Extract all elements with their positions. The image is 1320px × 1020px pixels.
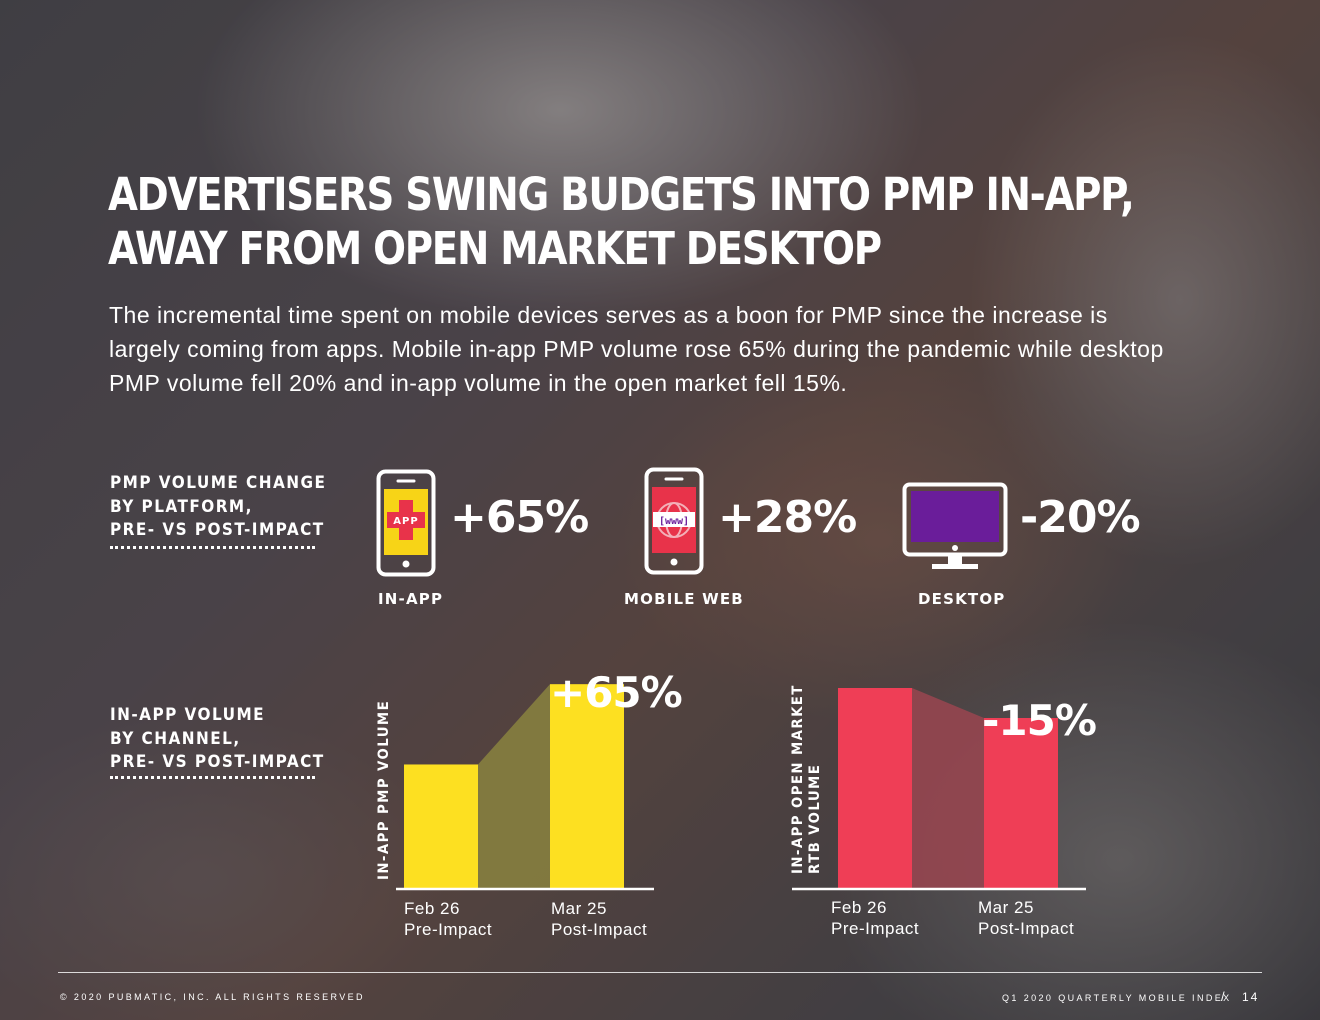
section-channel-label: IN-APP VOLUME BY CHANNEL, PRE- VS POST-I…	[110, 704, 349, 775]
section1-label-line-1: PMP VOLUME CHANGE	[110, 473, 327, 493]
chart2-plot	[792, 688, 1086, 891]
section2-label-line-2: BY CHANNEL,	[110, 728, 241, 749]
intro-line-2: largely coming from apps. Mobile in-app …	[109, 336, 1164, 362]
intro-line-1: The incremental time spent on mobile dev…	[109, 302, 1108, 328]
footer-separator: /	[1221, 989, 1225, 1004]
chart1-ylabel: IN-APP PMP VOLUME	[376, 699, 392, 880]
section2-dotted-rule	[110, 776, 315, 779]
www-phone-icon: [www]	[644, 467, 704, 575]
chart2-ylabel-line-1: IN-APP OPEN MARKET	[790, 684, 806, 874]
chart1-tick-feb26-date: Feb 26	[404, 899, 460, 918]
chart2-tick-mar25-date: Mar 25	[978, 898, 1034, 917]
title-line-2: AWAY FROM OPEN MARKET DESKTOP	[108, 222, 882, 275]
chart1-annotation: +65%	[550, 668, 683, 717]
section1-label-line-2: BY PLATFORM,	[110, 496, 253, 517]
desktop-monitor-icon	[902, 482, 1008, 569]
chart2-ylabel-line-2: RTB VOLUME	[807, 763, 823, 874]
page-title: ADVERTISERS SWING BUDGETS INTO PMP IN-AP…	[108, 168, 1135, 276]
app-icon-text: APP	[393, 516, 418, 527]
chart1-tick-feb26-sub: Pre-Impact	[404, 920, 493, 939]
section2-label-line-1: IN-APP VOLUME	[110, 705, 266, 725]
app-phone-icon: APP	[376, 469, 436, 577]
chart1-tick-mar25: Mar 25 Post-Impact	[551, 898, 647, 940]
chart1-plot	[396, 684, 654, 891]
chart2-bar-mar25	[984, 718, 1058, 888]
inapp-change: +65%	[450, 492, 589, 543]
chart1-bar-mar25	[550, 684, 624, 888]
chart2-annotation: -15%	[982, 696, 1097, 745]
desktop-change: -20%	[1020, 492, 1141, 543]
section1-dotted-rule	[110, 546, 315, 549]
chart2-tick-feb26: Feb 26 Pre-Impact	[831, 897, 919, 939]
chart1-connector	[478, 684, 550, 888]
mobile-web-change: +28%	[718, 492, 857, 543]
title-line-1: ADVERTISERS SWING BUDGETS INTO PMP IN-AP…	[108, 168, 1135, 221]
inapp-label: IN-APP	[378, 590, 444, 608]
footer-page-number: 14	[1242, 990, 1260, 1004]
chart2-bar-feb26	[838, 688, 912, 888]
section-platform-label: PMP VOLUME CHANGE BY PLATFORM, PRE- VS P…	[110, 472, 350, 543]
chart1-tick-mar25-date: Mar 25	[551, 899, 607, 918]
mobile-web-label: MOBILE WEB	[624, 590, 744, 608]
footer-report-name: Q1 2020 QUARTERLY MOBILE INDEX	[1002, 993, 1232, 1003]
intro-paragraph: The incremental time spent on mobile dev…	[109, 298, 1229, 400]
section2-label-line-3: PRE- VS POST-IMPACT	[110, 752, 325, 772]
chart2-tick-feb26-sub: Pre-Impact	[831, 919, 920, 938]
intro-line-3: PMP volume fell 20% and in-app volume in…	[109, 370, 848, 396]
chart2-ylabel: IN-APP OPEN MARKET RTB VOLUME	[790, 684, 824, 874]
chart2-connector	[912, 688, 984, 888]
chart2-tick-mar25: Mar 25 Post-Impact	[978, 897, 1074, 939]
footer-copyright: © 2020 PUBMATIC, INC. ALL RIGHTS RESERVE…	[60, 992, 365, 1002]
www-icon-text: [www]	[659, 516, 689, 527]
chart1-bar-feb26	[404, 764, 478, 888]
chart1-tick-mar25-sub: Post-Impact	[551, 920, 648, 939]
desktop-label: DESKTOP	[918, 590, 1006, 608]
chart2-tick-mar25-sub: Post-Impact	[978, 919, 1075, 938]
footer-divider	[58, 972, 1262, 973]
section1-label-line-3: PRE- VS POST-IMPACT	[110, 520, 325, 540]
chart1-tick-feb26: Feb 26 Pre-Impact	[404, 898, 492, 940]
chart2-tick-feb26-date: Feb 26	[831, 898, 887, 917]
